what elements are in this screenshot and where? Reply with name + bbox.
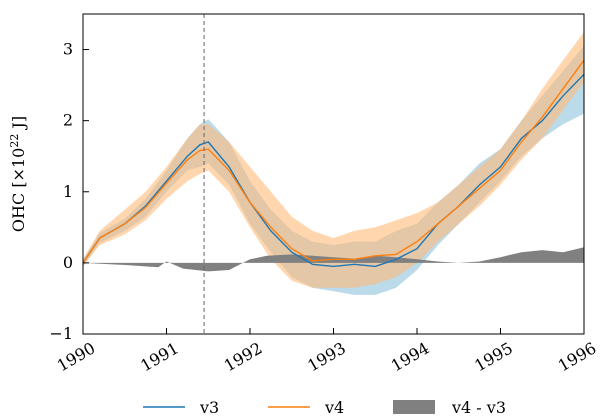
x-tick-label: 1992 bbox=[221, 338, 266, 375]
x-tick-label: 1993 bbox=[304, 338, 349, 375]
y-axis-label-main: OHC [×10 bbox=[9, 148, 28, 232]
v4-uncertainty-band bbox=[83, 31, 584, 288]
svg-text:OHC [×1022 J]: OHC [×1022 J] bbox=[8, 116, 29, 232]
legend: v3 v4 v4 - v3 bbox=[143, 398, 506, 417]
legend-label-diff: v4 - v3 bbox=[451, 398, 506, 417]
x-tick-label: 1991 bbox=[137, 338, 182, 375]
v3-line bbox=[82, 73, 585, 268]
plot-area bbox=[82, 14, 585, 334]
legend-swatch-diff bbox=[393, 400, 435, 414]
y-tick-label: −1 bbox=[49, 324, 73, 343]
y-tick-label: 2 bbox=[63, 111, 73, 130]
x-tick-label: 1990 bbox=[54, 338, 99, 375]
y-axis-label-exponent: 22 bbox=[8, 134, 21, 148]
legend-label-v4: v4 bbox=[324, 398, 344, 417]
y-tick-label: 1 bbox=[63, 182, 73, 201]
v4-line bbox=[82, 59, 585, 264]
y-axis-label-unit: J] bbox=[9, 116, 28, 134]
x-tick-label: 1996 bbox=[555, 338, 600, 375]
x-tick-label: 1994 bbox=[388, 338, 433, 375]
x-tick-label: 1995 bbox=[471, 338, 516, 375]
legend-label-v3: v3 bbox=[199, 398, 219, 417]
y-tick-label: 3 bbox=[63, 40, 73, 59]
y-axis-label: OHC [×1022 J] bbox=[8, 116, 29, 232]
y-tick-label: 0 bbox=[63, 253, 73, 272]
